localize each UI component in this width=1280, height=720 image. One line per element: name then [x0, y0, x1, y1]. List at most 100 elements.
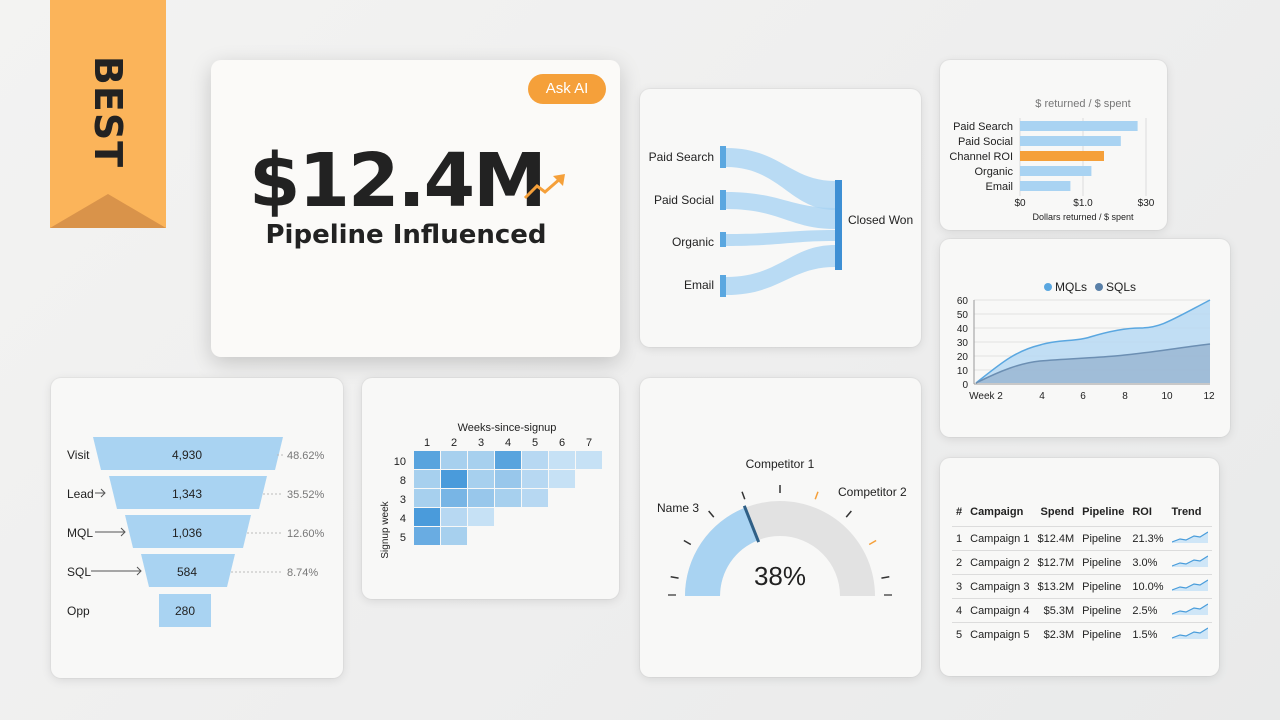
row-index: 1 — [952, 526, 967, 551]
heatmap-col-label: 4 — [505, 437, 511, 449]
cohort-heatmap-card[interactable]: Weeks-since-signup Signup week 1 2 3 4 5 6 7 1… — [362, 378, 619, 599]
gauge-tick — [741, 491, 746, 500]
gauge-tick — [845, 510, 852, 518]
row-index: 2 — [952, 550, 967, 575]
funnel-segment-visit — [93, 437, 283, 470]
funnel-value-sql: 584 — [177, 565, 197, 579]
roi-chart-title: $ returned / $ spent — [1035, 98, 1130, 110]
sparkline — [1167, 526, 1212, 551]
heatmap-cell — [441, 489, 467, 507]
heatmap-cell — [414, 451, 440, 469]
funnel-label-visit: Visit — [67, 448, 90, 462]
table-row[interactable]: 4 Campaign 4 $5.3M Pipeline 2.5% — [952, 598, 1212, 623]
heatmap-col-label: 2 — [451, 437, 457, 449]
row-pipeline: Pipeline — [1078, 598, 1129, 623]
sankey-label-organic: Organic — [672, 235, 714, 249]
heatmap-col-label: 1 — [424, 437, 430, 449]
funnel-segment-sql — [141, 554, 235, 587]
funnel-chart: Visit Lead MQL SQL Opp 4,930 1,343 1,036… — [67, 437, 325, 627]
sparkline — [1167, 574, 1212, 599]
sankey-flow-email — [726, 245, 835, 295]
heatmap-cell — [441, 508, 467, 526]
kpi-value: $12.4M — [249, 138, 547, 224]
sparkline — [1167, 598, 1212, 623]
x-tick-6: 6 — [1080, 391, 1086, 402]
funnel-value-opp: 280 — [175, 604, 195, 618]
x-tick-10: 10 — [1161, 391, 1173, 402]
gauge-card[interactable]: 38% Name 3 Competitor 1 Competitor 2 — [640, 378, 921, 677]
heatmap-col-label: 3 — [478, 437, 484, 449]
sankey-node-email — [720, 275, 726, 297]
ask-ai-button[interactable]: Ask AI — [528, 74, 606, 104]
heatmap-cell — [468, 508, 494, 526]
x-tick-8: 8 — [1122, 391, 1128, 402]
heatmap-title: Weeks-since-signup — [458, 422, 557, 434]
row-pipeline: Pipeline — [1078, 550, 1129, 575]
funnel-arrow-sql — [91, 566, 142, 576]
col-header-campaign[interactable]: Campaign — [970, 506, 1024, 518]
funnel-value-visit: 4,930 — [172, 448, 202, 462]
heatmap-col-label: 5 — [532, 437, 538, 449]
sankey-node-closed-won — [835, 180, 842, 270]
heatmap-cell — [414, 508, 440, 526]
funnel-card[interactable]: Visit Lead MQL SQL Opp 4,930 1,343 1,036… — [51, 378, 343, 678]
col-header-index: # — [956, 506, 963, 518]
campaign-table: # Campaign Spend Pipeline ROI Trend 1 Cam… — [952, 506, 1212, 646]
sparkline — [1167, 622, 1212, 646]
sankey-label-paid-search: Paid Search — [649, 150, 714, 164]
heatmap-row-label: 8 — [400, 475, 406, 487]
y-tick-30: 30 — [957, 338, 969, 349]
gauge-label-competitor-1: Competitor 1 — [746, 457, 815, 471]
row-campaign: Campaign 1 — [966, 526, 1034, 551]
table-row[interactable]: 2 Campaign 2 $12.7M Pipeline 3.0% — [952, 550, 1212, 575]
row-spend: $5.3M — [1033, 598, 1079, 623]
heatmap-cell — [468, 451, 494, 469]
row-roi: 2.5% — [1128, 598, 1168, 623]
funnel-arrow-mql — [95, 527, 126, 537]
funnel-label-lead: Lead — [67, 487, 94, 501]
y-tick-10: 10 — [957, 366, 969, 377]
legend-sqls-label: SQLs — [1106, 280, 1136, 294]
col-header-pipeline[interactable]: Pipeline — [1082, 506, 1125, 518]
roi-bar — [1020, 136, 1121, 146]
heatmap-cell — [549, 470, 575, 488]
area-chart-card[interactable]: MQLs SQLs 60 50 40 30 20 10 0 Week 2 4 6… — [940, 239, 1230, 437]
gauge-tick — [881, 575, 890, 579]
col-header-spend[interactable]: Spend — [1040, 506, 1075, 518]
area-series-sqls — [976, 344, 1210, 383]
row-index: 4 — [952, 598, 967, 623]
heatmap-cell — [576, 451, 602, 469]
row-pipeline: Pipeline — [1078, 622, 1129, 646]
row-pipeline: Pipeline — [1078, 526, 1129, 551]
table-row[interactable]: 1 Campaign 1 $12.4M Pipeline 21.3% — [952, 526, 1212, 551]
table-row[interactable]: 3 Campaign 3 $13.2M Pipeline 10.0% — [952, 574, 1212, 599]
heatmap-cell — [414, 489, 440, 507]
heatmap-y-axis-label: Signup week — [380, 500, 391, 558]
funnel-segment-mql — [125, 515, 251, 548]
campaign-table-card[interactable]: # Campaign Spend Pipeline ROI Trend 1 Cam… — [940, 458, 1219, 676]
heatmap-cell — [441, 527, 467, 545]
row-roi: 1.5% — [1128, 622, 1168, 646]
roi-bar-chart: $ returned / $ spent Paid Search Paid Soc… — [949, 98, 1154, 222]
col-header-roi[interactable]: ROI — [1132, 506, 1152, 518]
gauge-value: 38% — [754, 561, 806, 591]
heatmap-cell — [468, 489, 494, 507]
kpi-card-pipeline[interactable]: Ask AI $12.4M Pipeline Influenced — [211, 60, 620, 357]
gauge-fill — [685, 507, 758, 596]
gauge-needle — [742, 505, 761, 543]
funnel-pct-visit: 48.62% — [287, 450, 325, 462]
funnel-label-mql: MQL — [67, 526, 93, 540]
sankey-node-paid-social — [720, 190, 726, 210]
table-row[interactable]: 5 Campaign 5 $2.3M Pipeline 1.5% — [952, 622, 1212, 646]
sankey-card[interactable]: Paid Search Paid Social Organic Email Cl… — [640, 89, 921, 347]
sparkline — [1167, 550, 1212, 575]
funnel-value-mql: 1,036 — [172, 526, 202, 540]
roi-category-label: Paid Social — [958, 136, 1013, 148]
roi-bar — [1020, 121, 1138, 131]
roi-bar — [1020, 151, 1104, 161]
roi-chart-card[interactable]: $ returned / $ spent Paid Search Paid Soc… — [940, 60, 1167, 230]
best-label: BEST — [86, 55, 130, 169]
funnel-segment-opp — [159, 594, 211, 627]
row-roi: 3.0% — [1128, 550, 1168, 575]
sankey-label-paid-social: Paid Social — [654, 193, 714, 207]
